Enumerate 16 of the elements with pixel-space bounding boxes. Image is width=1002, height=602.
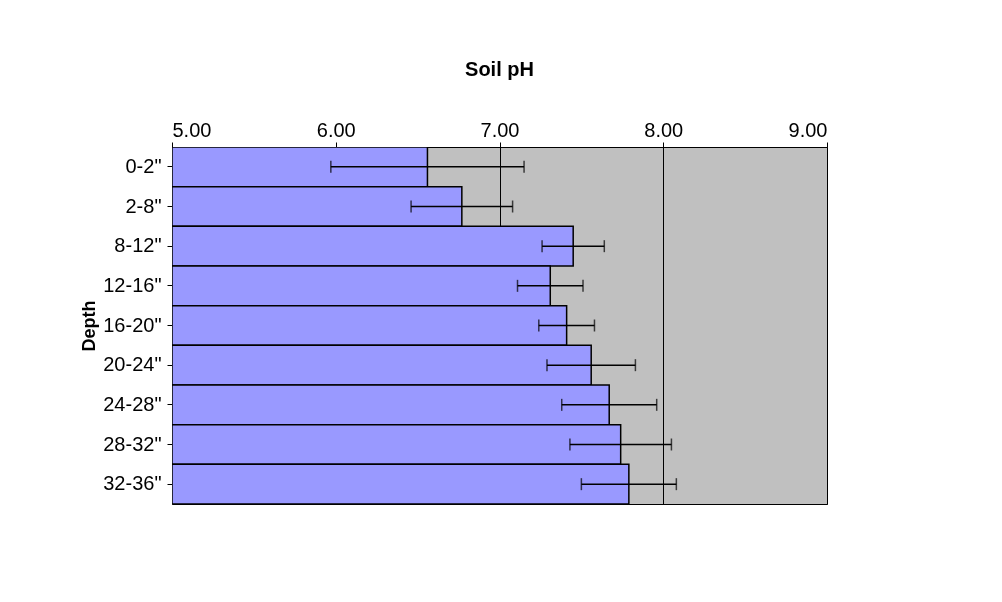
x-tick-label: 7.00 bbox=[480, 118, 520, 141]
chart-title: Soil pH bbox=[465, 58, 534, 80]
y-axis-title: Depth bbox=[79, 300, 100, 352]
x-tick-label: 6.00 bbox=[316, 118, 356, 141]
y-tick-label: 12-16" bbox=[103, 273, 162, 296]
y-tick-label: 20-24" bbox=[103, 353, 162, 376]
y-tick-label: 8-12" bbox=[114, 234, 162, 257]
y-tick-label: 2-8" bbox=[125, 194, 162, 217]
x-tick-label: 8.00 bbox=[644, 118, 684, 141]
x-tick-label: 5.00 bbox=[172, 118, 212, 141]
y-tick-label: 28-32" bbox=[103, 432, 162, 455]
x-tick-label: 9.00 bbox=[788, 118, 828, 141]
y-tick-label: 24-28" bbox=[103, 392, 162, 415]
y-tick-label: 16-20" bbox=[103, 313, 162, 336]
y-tick-label: 32-36" bbox=[103, 472, 162, 495]
y-tick-label: 0-2" bbox=[125, 154, 162, 177]
